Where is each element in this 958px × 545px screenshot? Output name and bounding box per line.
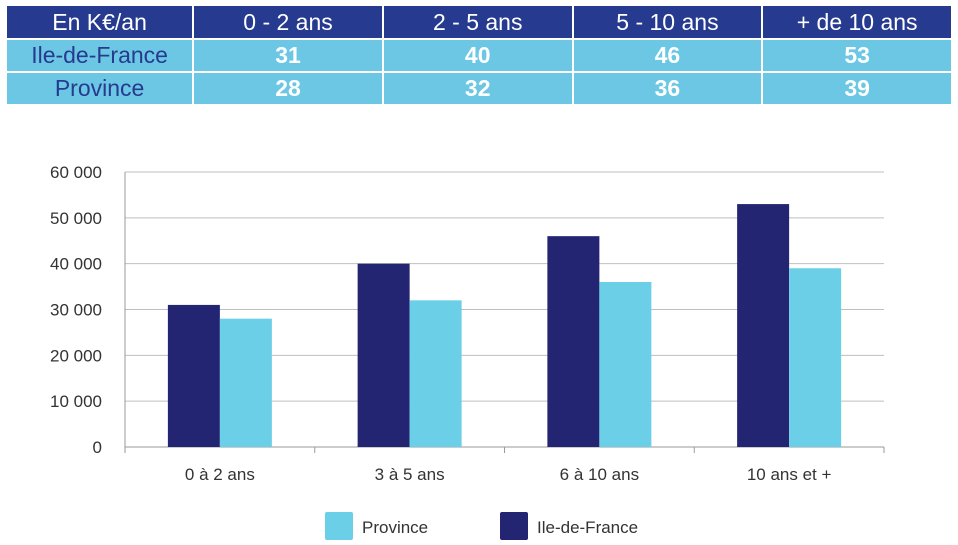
y-tick-label: 10 000 xyxy=(50,392,102,411)
table-cell: 53 xyxy=(763,40,951,73)
legend-label: Ile-de-France xyxy=(537,518,638,537)
y-tick-label: 0 xyxy=(93,438,102,457)
x-category-label: 0 à 2 ans xyxy=(185,465,255,484)
table-cell: 46 xyxy=(573,40,764,73)
y-tick-label: 60 000 xyxy=(50,163,102,182)
x-category-label: 10 ans et + xyxy=(747,465,832,484)
x-category-label: 3 à 5 ans xyxy=(375,465,445,484)
bar-province xyxy=(599,282,652,447)
y-tick-label: 50 000 xyxy=(50,209,102,228)
table-cell: 28 xyxy=(194,73,384,106)
table-cell: 32 xyxy=(383,73,574,106)
table-cell: 36 xyxy=(573,73,764,106)
header-cell-2-5: 2 - 5 ans xyxy=(383,6,574,40)
table-row: Ile-de-France 31 40 46 53 xyxy=(7,40,951,73)
header-cell-10plus: + de 10 ans xyxy=(763,6,951,40)
table-cell: 31 xyxy=(194,40,384,73)
table-cell: 40 xyxy=(383,40,574,73)
y-tick-label: 20 000 xyxy=(50,346,102,365)
table-header-row: En K€/an 0 - 2 ans 2 - 5 ans 5 - 10 ans … xyxy=(7,6,951,40)
bar-province xyxy=(219,318,272,447)
y-tick-label: 40 000 xyxy=(50,255,102,274)
row-label-province: Province xyxy=(7,73,195,106)
legend-label: Province xyxy=(362,518,428,537)
legend-swatch xyxy=(325,512,353,540)
bar-ile-de-france xyxy=(737,204,790,447)
bar-ile-de-france xyxy=(547,236,600,447)
header-cell-0-2: 0 - 2 ans xyxy=(194,6,384,40)
y-tick-label: 30 000 xyxy=(50,301,102,320)
table-row: Province 28 32 36 39 xyxy=(7,73,951,106)
x-category-label: 6 à 10 ans xyxy=(560,465,639,484)
table-cell: 39 xyxy=(763,73,951,106)
salary-table: En K€/an 0 - 2 ans 2 - 5 ans 5 - 10 ans … xyxy=(7,6,951,106)
bar-province xyxy=(789,268,842,447)
header-cell-5-10: 5 - 10 ans xyxy=(573,6,764,40)
bar-ile-de-france xyxy=(357,263,410,447)
bar-province xyxy=(409,300,462,447)
legend-swatch xyxy=(500,512,528,540)
bar-ile-de-france xyxy=(167,304,220,447)
bar-chart: 0 10 000 20 000 30 000 40 000 50 000 60 000 0 à… xyxy=(50,163,885,540)
header-cell-unit: En K€/an xyxy=(7,6,195,40)
row-label-ile-de-france: Ile-de-France xyxy=(7,40,195,73)
